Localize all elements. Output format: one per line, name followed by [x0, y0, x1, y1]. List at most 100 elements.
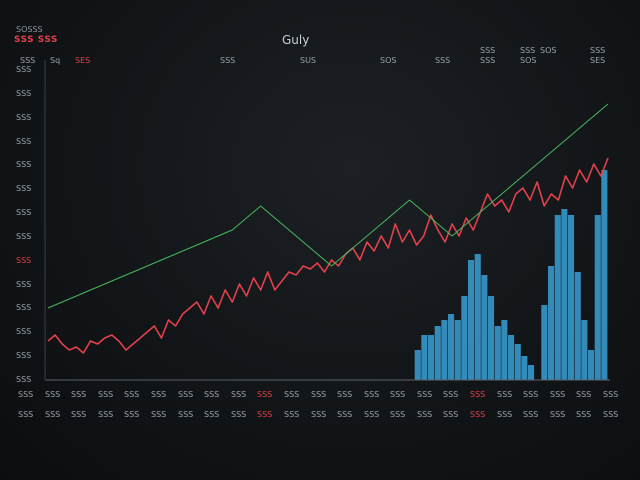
green-series-line [47, 103, 609, 309]
x-tick-label: SSS [151, 390, 167, 399]
y-tick-label: SSS [16, 280, 32, 289]
bar [528, 365, 535, 380]
bar [574, 272, 581, 380]
y-tick-label: SSS [16, 303, 32, 312]
bar [448, 314, 455, 380]
brand-label: SSS SSS [14, 35, 58, 45]
bar [514, 344, 521, 380]
top-label: SSS [20, 56, 36, 65]
x-tick-label: SSS [470, 390, 486, 399]
bar [554, 215, 561, 380]
x-tick-label: SSS [443, 390, 459, 399]
y-tick-label: SSS [16, 113, 32, 122]
bar [474, 254, 481, 380]
x-tick-label: SSS [231, 410, 247, 419]
bar [434, 326, 441, 380]
top-label: SSS [480, 56, 496, 65]
top-label: SOS [540, 46, 557, 55]
x-tick-label: SSS [417, 410, 433, 419]
bar [461, 296, 468, 380]
y-tick-label: SSS [16, 89, 32, 98]
x-tick-label: SSS [231, 390, 247, 399]
x-tick-label: SSS [337, 390, 353, 399]
bar [508, 335, 515, 380]
top-label: SOS [380, 56, 397, 65]
top-label: SSS [590, 46, 606, 55]
bar [494, 326, 501, 380]
x-tick-label: SSS [497, 410, 513, 419]
x-tick-label: SSS [311, 390, 327, 399]
y-tick-label: SSS [16, 351, 32, 360]
top-label: SES [590, 56, 606, 65]
x-tick-label: SSS [18, 410, 34, 419]
x-tick-label: SSS [71, 390, 87, 399]
x-tick-label: SSS [603, 410, 619, 419]
y-tick-label: SSS [16, 375, 32, 384]
x-tick-label: SSS [550, 410, 566, 419]
y-tick-label: SSS [16, 160, 32, 169]
y-tick-label: SSS [16, 137, 32, 146]
y-tick-label: SSS [16, 65, 32, 74]
y-tick-label: SSS [16, 184, 32, 193]
top-label: SSS [520, 46, 536, 55]
bar [454, 320, 461, 380]
top-label: Sq [50, 56, 61, 65]
x-tick-label: SSS [603, 390, 619, 399]
x-tick-label: SSS [124, 410, 140, 419]
y-tick-label: SSS [16, 327, 32, 336]
x-tick-label: SSS [576, 390, 592, 399]
bar [414, 350, 421, 380]
x-tick-label: SSS [124, 390, 140, 399]
bar [548, 266, 555, 380]
red-series-line [47, 157, 609, 354]
bar [421, 335, 428, 380]
y-tick-label: SSS [16, 232, 32, 241]
top-label: SOS [520, 56, 537, 65]
x-tick-label: SSS [390, 410, 406, 419]
top-label: SSS [480, 46, 496, 55]
x-tick-label: SSS [178, 390, 194, 399]
x-tick-label: SSS [45, 410, 61, 419]
x-tick-label: SSS [470, 410, 486, 419]
x-tick-label: SSS [178, 410, 194, 419]
bar [541, 305, 548, 380]
x-tick-label: SSS [364, 410, 380, 419]
x-tick-label: SSS [364, 390, 380, 399]
x-tick-label: SSS [71, 410, 87, 419]
x-tick-label: SSS [417, 390, 433, 399]
line-group [47, 103, 609, 354]
x-tick-label: SSS [98, 390, 114, 399]
x-tick-label: SSS [390, 390, 406, 399]
x-tick-label: SSS [204, 410, 220, 419]
x-tick-label: SSS [45, 390, 61, 399]
x-tick-label: SSS [523, 390, 539, 399]
bar [488, 296, 495, 380]
x-tick-label: SSS [497, 390, 513, 399]
bar [521, 356, 528, 380]
x-tick-label: SSS [257, 410, 273, 419]
top-label: SSS [220, 56, 236, 65]
x-tick-label: SSS [337, 410, 353, 419]
chart-title: Guly [282, 33, 310, 47]
x-tick-label: SSS [443, 410, 459, 419]
brand-caption: SOSSS [16, 25, 43, 34]
bar [581, 320, 588, 380]
y-tick-label: SSS [16, 208, 32, 217]
top-label: SES [75, 56, 91, 65]
bar [594, 215, 601, 380]
x-tick-label: SSS [257, 390, 273, 399]
x-tick-label: SSS [151, 410, 167, 419]
bar [561, 209, 568, 380]
x-tick-label: SSS [311, 410, 327, 419]
x-tick-label: SSS [284, 390, 300, 399]
x-tick-label: SSS [284, 410, 300, 419]
x-tick-label: SSS [204, 390, 220, 399]
bar [588, 350, 595, 380]
bar [428, 335, 435, 380]
bar [501, 320, 508, 380]
bar-group [414, 170, 608, 380]
bar [441, 320, 448, 380]
x-tick-label: SSS [18, 390, 34, 399]
